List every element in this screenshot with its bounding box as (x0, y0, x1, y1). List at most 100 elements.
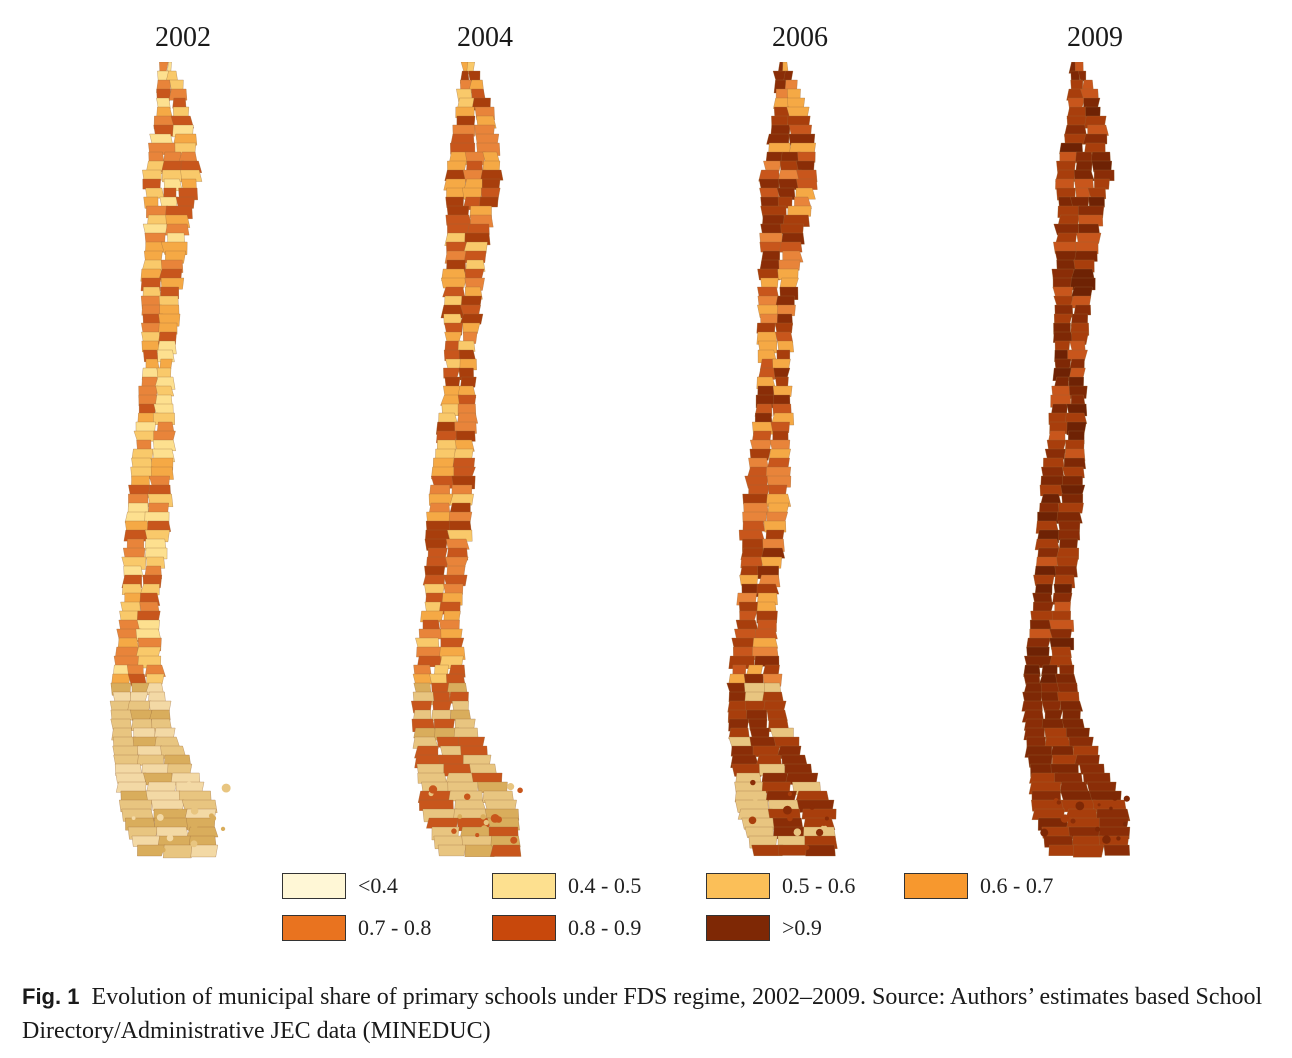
municipality (413, 727, 438, 739)
municipality (757, 268, 781, 281)
island (451, 828, 457, 834)
municipality (152, 439, 176, 451)
municipality (144, 664, 166, 677)
municipality (805, 844, 836, 857)
legend-swatch (282, 915, 346, 941)
chile-map (726, 62, 838, 857)
municipality (782, 62, 789, 73)
island (804, 845, 810, 850)
municipality (427, 547, 448, 559)
island (166, 834, 174, 842)
municipality (1091, 151, 1111, 163)
municipality (1068, 367, 1086, 379)
municipality (412, 736, 439, 749)
municipality (413, 682, 432, 694)
island (743, 783, 750, 790)
legend-item: <0.4 (282, 873, 398, 899)
municipality (1070, 79, 1084, 91)
municipality (416, 646, 444, 658)
municipality (457, 412, 478, 424)
municipality (766, 475, 792, 488)
island (1123, 795, 1130, 802)
chile-map (109, 62, 231, 859)
island (156, 814, 164, 821)
legend-item: >0.9 (706, 915, 822, 941)
municipality (1026, 637, 1051, 649)
legend-label: >0.9 (782, 915, 822, 940)
municipality (784, 763, 813, 775)
island (490, 814, 500, 823)
legend-swatch (706, 873, 770, 899)
island (787, 791, 793, 797)
municipality (168, 88, 188, 101)
island (823, 825, 828, 830)
municipality (437, 844, 467, 857)
island (1112, 795, 1118, 801)
island (507, 783, 515, 791)
municipality (739, 574, 759, 586)
municipality (426, 556, 449, 568)
municipality (130, 691, 149, 703)
island (475, 833, 480, 838)
municipality (454, 799, 486, 811)
municipality (464, 844, 495, 857)
island (463, 793, 471, 800)
chile-map (1021, 62, 1131, 858)
municipality (167, 763, 193, 775)
municipality (417, 772, 447, 784)
map-panel-2002: 2002 (98, 22, 268, 862)
municipality (447, 529, 473, 542)
municipality (780, 223, 804, 235)
island (787, 815, 793, 822)
municipality (455, 430, 476, 442)
municipality (1093, 169, 1115, 181)
island (176, 808, 184, 817)
island (190, 819, 199, 829)
municipality (1051, 403, 1068, 415)
municipality (1103, 844, 1130, 856)
municipality (160, 277, 185, 290)
municipality (443, 583, 464, 595)
municipality (1032, 592, 1053, 604)
municipality (756, 322, 776, 334)
year-label: 2004 (457, 22, 513, 53)
municipality (144, 547, 168, 560)
legend-swatch (492, 873, 556, 899)
island (1116, 836, 1121, 841)
municipality (1051, 610, 1071, 622)
municipality (766, 709, 788, 722)
municipality (761, 547, 785, 559)
municipality (730, 745, 756, 757)
municipality (751, 844, 784, 856)
municipality (770, 421, 790, 433)
island (510, 836, 518, 844)
island (1109, 806, 1113, 811)
municipality (774, 322, 793, 334)
figure-label: Fig. 1 (22, 984, 80, 1009)
municipality (436, 736, 462, 748)
island (221, 783, 231, 793)
municipality (1079, 763, 1105, 775)
municipality (442, 286, 466, 298)
municipality (1061, 718, 1085, 730)
island (517, 787, 523, 794)
municipality (180, 160, 202, 173)
municipality (463, 331, 478, 344)
legend-item: 0.7 - 0.8 (282, 915, 431, 941)
municipality (468, 70, 481, 82)
municipality (782, 214, 810, 227)
municipality (738, 529, 765, 541)
municipality (463, 250, 487, 263)
island (793, 828, 802, 836)
municipality (1076, 232, 1102, 244)
municipality (1054, 565, 1078, 578)
municipality (418, 628, 444, 640)
municipality (760, 223, 783, 235)
municipality (735, 772, 762, 784)
island (190, 807, 199, 815)
map-panel-2009: 2009 (1010, 22, 1180, 862)
municipality (489, 844, 522, 857)
island (783, 805, 792, 815)
municipality (146, 556, 166, 569)
island (480, 825, 488, 832)
